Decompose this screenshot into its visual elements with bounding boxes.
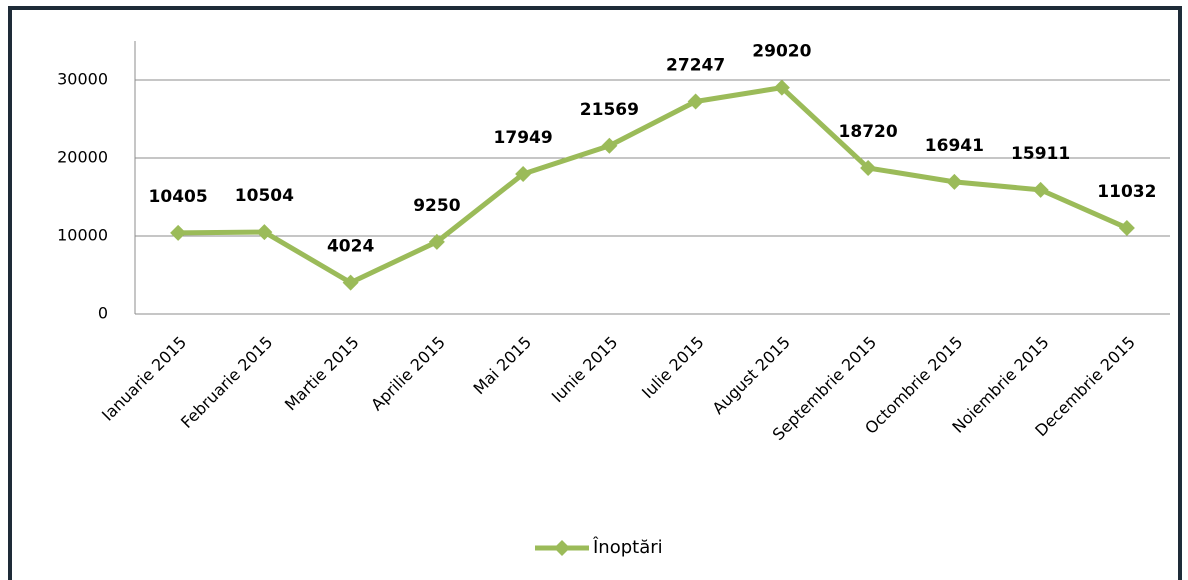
y-tick-label: 10000 [57, 226, 108, 245]
data-label: 15911 [1011, 144, 1070, 164]
data-label: 16941 [925, 136, 984, 156]
data-label: 18720 [839, 122, 898, 142]
series-line [178, 85, 1128, 286]
data-point [342, 274, 359, 291]
data-label: 21569 [580, 100, 639, 120]
data-label: 9250 [413, 196, 460, 216]
data-point [428, 233, 445, 250]
y-tick-label: 0 [98, 304, 108, 323]
data-point [1118, 219, 1135, 236]
legend-marker [554, 540, 570, 556]
data-point [170, 224, 187, 241]
data-point [773, 79, 790, 96]
data-point [1032, 181, 1049, 198]
data-point [860, 159, 877, 176]
data-label: 10504 [235, 186, 294, 206]
data-label: 17949 [494, 128, 553, 148]
y-tick-label: 30000 [57, 70, 108, 89]
data-label: 10405 [149, 187, 208, 207]
frame [8, 6, 1182, 580]
data-point [515, 165, 532, 182]
data-label: 11032 [1097, 182, 1156, 202]
data-point [946, 173, 963, 190]
data-point [256, 224, 273, 241]
y-tick-label: 20000 [57, 148, 108, 167]
data-label: 27247 [666, 55, 725, 75]
data-label: 29020 [752, 42, 811, 62]
data-point [687, 93, 704, 110]
legend-label: Înoptări [592, 536, 663, 558]
data-label: 4024 [327, 237, 374, 257]
data-point [601, 137, 618, 154]
